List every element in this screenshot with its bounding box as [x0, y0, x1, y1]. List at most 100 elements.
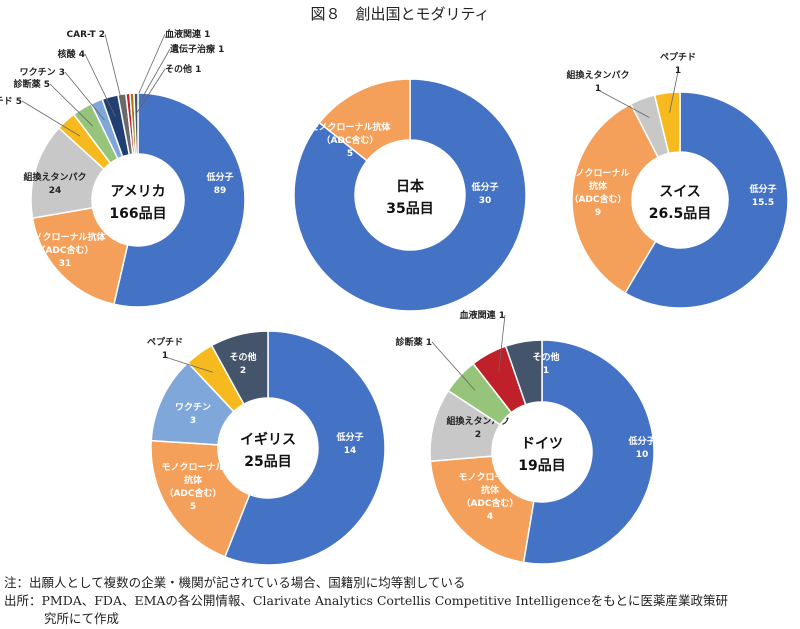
source: 出所：PMDA、FDA、EMAの各公開情報、Clarivate Analytic… [4, 593, 729, 608]
footnotes: 注：出願人として複数の企業・機関が記されている場合、国籍別に均等割している 出所… [4, 574, 728, 628]
data-label: ワクチン [175, 402, 211, 413]
leader-line [49, 83, 94, 127]
data-label: ペプチド 5 [0, 95, 22, 107]
data-label-value: 4 [487, 512, 493, 522]
data-label: （ADC含む） [569, 193, 626, 205]
data-label: その他 [532, 351, 559, 363]
center-total: 25品目 [244, 454, 291, 470]
donut-slice [571, 102, 660, 295]
data-label: モノクローナル [566, 168, 629, 179]
leader-line [136, 68, 166, 114]
donut-chart: 低分子 14 モノクローナル抗体（ADC含む） 5 ワクチン 3 ペプチド 1 その他 2 イギリス… [147, 330, 386, 566]
data-label: CAR-T 2 [67, 30, 105, 40]
data-label: 低分子 [205, 171, 233, 183]
data-label: ペプチド [660, 51, 696, 63]
data-label: モノクローナル抗体 [24, 231, 106, 243]
source-cont: 究所にて作成 [44, 611, 120, 626]
data-label: モノクローナル [458, 472, 521, 483]
data-label: ワクチン 3 [20, 67, 65, 78]
data-label: その他 [229, 351, 256, 363]
donut-slice [624, 91, 789, 309]
data-label: 低分子 [627, 435, 655, 447]
data-label: 抗体 [589, 180, 608, 192]
data-label-value: 2 [240, 366, 246, 376]
data-label: 血液関連 1 [165, 28, 210, 40]
data-label: （ADC含む） [164, 487, 221, 499]
center-country: スイス [659, 184, 701, 200]
data-label-value: 15.5 [752, 198, 774, 208]
data-label: 組換えタンパク [566, 69, 629, 81]
center-country: ドイツ [521, 436, 563, 452]
data-label: モノクローナル抗体 [309, 121, 391, 133]
data-label: 低分子 [335, 431, 363, 443]
data-label-value: 5 [347, 149, 353, 159]
data-label: 診断薬 1 [396, 336, 432, 348]
data-label: その他 1 [165, 63, 201, 75]
data-label-value: 9 [595, 208, 601, 218]
data-label-value: 31 [59, 259, 72, 269]
leader-line [104, 33, 126, 115]
data-label: 核酸 4 [58, 48, 85, 60]
figure-title: 図８ 創出国とモダリティ [310, 5, 490, 23]
leader-line [84, 53, 116, 117]
data-label: 低分子 [470, 181, 498, 193]
data-label-value: 1 [543, 366, 549, 376]
center-total: 26.5品目 [649, 206, 712, 222]
leader-line [669, 71, 679, 113]
center-total: 19品目 [518, 458, 565, 474]
donut-slice [223, 330, 386, 566]
donut-slice [653, 91, 681, 155]
data-label-value: 3 [190, 416, 196, 426]
data-label: （ADC含む） [36, 244, 93, 256]
data-label: 診断薬 5 [14, 78, 50, 90]
center-country: イギリス [240, 431, 296, 448]
leader-line [597, 89, 650, 118]
donut-chart: 低分子 30 モノクローナル抗体（ADC含む） 5 日本 35品目 [293, 78, 527, 312]
leader-line [64, 71, 105, 121]
data-label: （ADC含む） [321, 134, 378, 146]
data-label: 遺伝子治療 1 [169, 43, 224, 55]
donut-slice [133, 92, 139, 155]
donut-slice [522, 339, 655, 565]
data-label-value: 1 [595, 84, 601, 94]
donut-chart: 低分子 89 モノクローナル抗体（ADC含む） 31 組換えタンパク 24 ペプチド 5 診断… [0, 28, 246, 308]
data-label: ペプチド [147, 336, 183, 348]
donut-slice [429, 455, 535, 564]
center-country: アメリカ [110, 184, 165, 200]
data-label-value: 1 [162, 351, 168, 361]
data-label: 血液関連 1 [460, 309, 505, 321]
data-label: モノクローナル [161, 462, 224, 473]
leader-line [21, 100, 81, 137]
data-label-value: 14 [344, 446, 357, 456]
donut-chart: 低分子 15.5 モノクローナル抗体（ADC含む） 9 組換えタンパク 1 ペプチド 1 スイス… [566, 51, 789, 309]
data-label-value: 24 [49, 186, 62, 196]
data-label: 抗体 [481, 484, 500, 496]
data-label-value: 2 [475, 430, 481, 440]
donut-slice [113, 92, 246, 308]
leader-line [498, 314, 506, 373]
note: 注：出願人として複数の企業・機関が記されている場合、国籍別に均等割している [4, 575, 466, 590]
data-label: （ADC含む） [461, 497, 518, 509]
leader-line [164, 356, 214, 373]
donut-slice [504, 339, 543, 406]
center-country: 日本 [396, 178, 425, 195]
data-label: 低分子 [748, 183, 776, 195]
donut-slice [210, 330, 269, 406]
donut-slice [318, 78, 411, 162]
data-label-value: 5 [190, 502, 196, 512]
leader-line [431, 341, 476, 391]
data-label-value: 30 [479, 196, 492, 206]
data-label: 抗体 [184, 474, 203, 486]
data-label-value: 10 [636, 450, 649, 460]
data-label-value: 89 [214, 186, 227, 196]
donut-slice [293, 78, 527, 312]
data-label: 組換えタンパク [23, 171, 86, 183]
donut-slice [150, 439, 251, 558]
center-total: 166品目 [109, 206, 166, 222]
center-total: 35品目 [386, 201, 433, 217]
leader-line [132, 48, 171, 114]
data-label-value: 1 [675, 66, 681, 76]
donut-slice [31, 206, 129, 306]
